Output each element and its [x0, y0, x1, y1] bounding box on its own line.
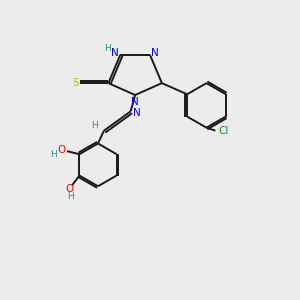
Text: S: S [72, 78, 79, 88]
Text: H: H [67, 192, 74, 201]
Text: N: N [131, 97, 139, 106]
Text: O: O [65, 184, 73, 194]
Text: N: N [151, 48, 158, 59]
Text: H: H [104, 44, 111, 53]
Text: H: H [91, 121, 98, 130]
Text: N: N [133, 108, 140, 118]
Text: Cl: Cl [218, 126, 229, 136]
Text: N: N [111, 48, 119, 59]
Text: O: O [58, 145, 66, 155]
Text: H: H [50, 150, 57, 159]
